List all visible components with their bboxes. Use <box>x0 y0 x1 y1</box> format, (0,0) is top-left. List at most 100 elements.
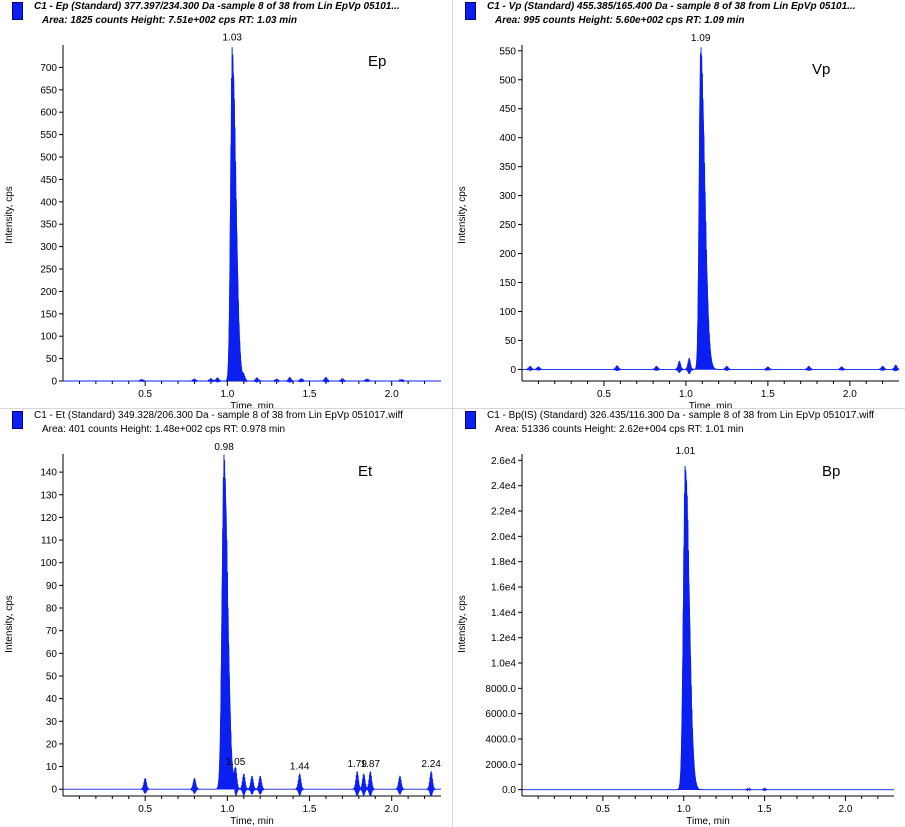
y-tick-label: 450 <box>40 175 57 186</box>
y-tick-label: 350 <box>40 220 57 231</box>
chromatogram-plot[interactable]: 0 50 100 150 200 250 300 350 400 450 500 550 600 650 7… <box>0 0 452 408</box>
chart-title: Bp <box>822 463 840 480</box>
y-tick-label: 550 <box>499 46 516 57</box>
y-tick-label: 200 <box>499 249 516 260</box>
y-tick-label: 50 <box>46 354 58 365</box>
y-tick-label: 450 <box>499 104 516 115</box>
y-tick-label: 400 <box>499 133 516 144</box>
y-tick-label: 100 <box>40 332 57 343</box>
peak-label: 0.98 <box>214 442 234 453</box>
y-tick-label: 100 <box>499 307 516 318</box>
header-title: C1 - Ep (Standard) 377.397/234.300 Da -s… <box>34 1 400 12</box>
x-tick-label: 1.5 <box>761 389 775 400</box>
integrated-peak-area <box>694 47 720 370</box>
vertical-divider <box>452 0 453 827</box>
trace-color-marker <box>465 411 476 429</box>
peak-label: 1.01 <box>676 446 696 457</box>
chromatogram-panel-bp[interactable]: C1 - Bp(IS) (Standard) 326.435/116.300 D… <box>453 409 905 827</box>
trace-color-marker <box>465 2 476 20</box>
x-axis-label: Time, min <box>230 401 274 408</box>
panel-header: C1 - Ep (Standard) 377.397/234.300 Da -s… <box>0 0 452 30</box>
y-tick-label: 50 <box>46 671 58 682</box>
y-tick-label: 1.4e4 <box>491 608 516 619</box>
x-tick-label: 2.0 <box>385 389 399 400</box>
y-tick-label: 2.0e4 <box>491 532 516 543</box>
chart-title: Et <box>358 463 373 480</box>
y-tick-label: 50 <box>505 336 517 347</box>
y-tick-label: 0 <box>510 365 516 376</box>
y-axis-label: Intensity, cps <box>457 186 468 244</box>
x-tick-label: 1.0 <box>220 389 234 400</box>
y-tick-label: 2.2e4 <box>491 507 516 518</box>
y-tick-label: 1.2e4 <box>491 633 516 644</box>
panel-header: C1 - Et (Standard) 349.328/206.300 Da - … <box>0 409 452 439</box>
y-axis-label: Intensity, cps <box>4 595 15 653</box>
chromatogram-panel-et[interactable]: C1 - Et (Standard) 349.328/206.300 Da - … <box>0 409 452 827</box>
y-tick-label: 4000.0 <box>485 735 516 746</box>
peak-label: 2.24 <box>421 759 441 770</box>
y-tick-label: 8000.0 <box>485 684 516 695</box>
x-axis-label: Time, min <box>686 816 730 827</box>
x-tick-label: 2.0 <box>385 804 399 815</box>
chromatogram-trace <box>522 47 900 375</box>
panel-header: C1 - Bp(IS) (Standard) 326.435/116.300 D… <box>453 409 905 439</box>
y-tick-label: 90 <box>46 581 58 592</box>
trace-color-marker <box>12 2 23 20</box>
y-tick-label: 0 <box>51 377 57 388</box>
peak-label: 1.87 <box>361 759 381 770</box>
y-tick-label: 140 <box>40 468 57 479</box>
header-title: C1 - Et (Standard) 349.328/206.300 Da - … <box>34 410 403 421</box>
y-tick-label: 600 <box>40 108 57 119</box>
y-tick-label: 150 <box>40 309 57 320</box>
header-stats: Area: 1825 counts Height: 7.51e+002 cps … <box>42 15 298 26</box>
peak-label: 1.09 <box>691 33 711 44</box>
y-tick-label: 6000.0 <box>485 709 516 720</box>
x-tick-label: 1.5 <box>303 804 317 815</box>
y-tick-label: 400 <box>40 197 57 208</box>
y-tick-label: 500 <box>499 75 516 86</box>
y-tick-label: 250 <box>499 220 516 231</box>
y-tick-label: 100 <box>40 558 57 569</box>
chromatogram-trace <box>63 47 441 384</box>
peak-label: 1.05 <box>226 757 246 768</box>
x-axis-label: Time, min <box>230 816 274 827</box>
y-tick-label: 1.8e4 <box>491 557 516 568</box>
chromatogram-trace <box>522 465 894 792</box>
x-tick-label: 0.5 <box>597 389 611 400</box>
y-tick-label: 500 <box>40 153 57 164</box>
y-tick-label: 1.6e4 <box>491 583 516 594</box>
y-tick-label: 250 <box>40 265 57 276</box>
chromatogram-plot[interactable]: 0.0 2000.0 4000.0 6000.0 8000.0 1.0e4 1.2e4 1.4… <box>453 409 905 827</box>
trace-color-marker <box>12 411 23 429</box>
y-tick-label: 2000.0 <box>485 760 516 771</box>
chromatogram-plot[interactable]: 0 50 100 150 200 250 300 350 400 450 500 550 0.5 1.0 1… <box>453 0 905 408</box>
y-tick-label: 350 <box>499 162 516 173</box>
x-axis-label: Time, min <box>689 401 733 408</box>
y-tick-label: 80 <box>46 604 58 615</box>
y-tick-label: 70 <box>46 626 58 637</box>
y-tick-label: 0 <box>51 785 57 796</box>
x-tick-label: 1.0 <box>220 804 234 815</box>
y-tick-label: 200 <box>40 287 57 298</box>
horizontal-divider <box>0 408 905 409</box>
y-tick-label: 150 <box>499 278 516 289</box>
y-tick-label: 60 <box>46 649 58 660</box>
y-tick-label: 110 <box>41 536 57 547</box>
y-axis-label: Intensity, cps <box>4 186 15 244</box>
chart-title: Ep <box>368 53 386 70</box>
x-tick-label: 1.0 <box>679 389 693 400</box>
y-tick-label: 300 <box>40 242 57 253</box>
chromatogram-panel-vp[interactable]: C1 - Vp (Standard) 455.385/165.400 Da - … <box>453 0 905 408</box>
y-tick-label: 550 <box>40 130 57 141</box>
chromatogram-plot[interactable]: 0 10 20 30 40 50 60 70 80 90 100 110 120 130 140 0.5 1.0… <box>0 409 452 827</box>
peak-label: 1.44 <box>290 761 310 772</box>
y-tick-label: 30 <box>46 717 58 728</box>
x-tick-label: 1.5 <box>758 804 772 815</box>
header-stats: Area: 51336 counts Height: 2.62e+004 cps… <box>495 424 744 435</box>
chromatogram-panel-ep[interactable]: C1 - Ep (Standard) 377.397/234.300 Da -s… <box>0 0 452 408</box>
x-tick-label: 2.0 <box>839 804 853 815</box>
y-tick-label: 130 <box>40 490 57 501</box>
y-tick-label: 40 <box>46 694 58 705</box>
y-tick-label: 300 <box>499 191 516 202</box>
y-tick-label: 10 <box>46 762 58 773</box>
